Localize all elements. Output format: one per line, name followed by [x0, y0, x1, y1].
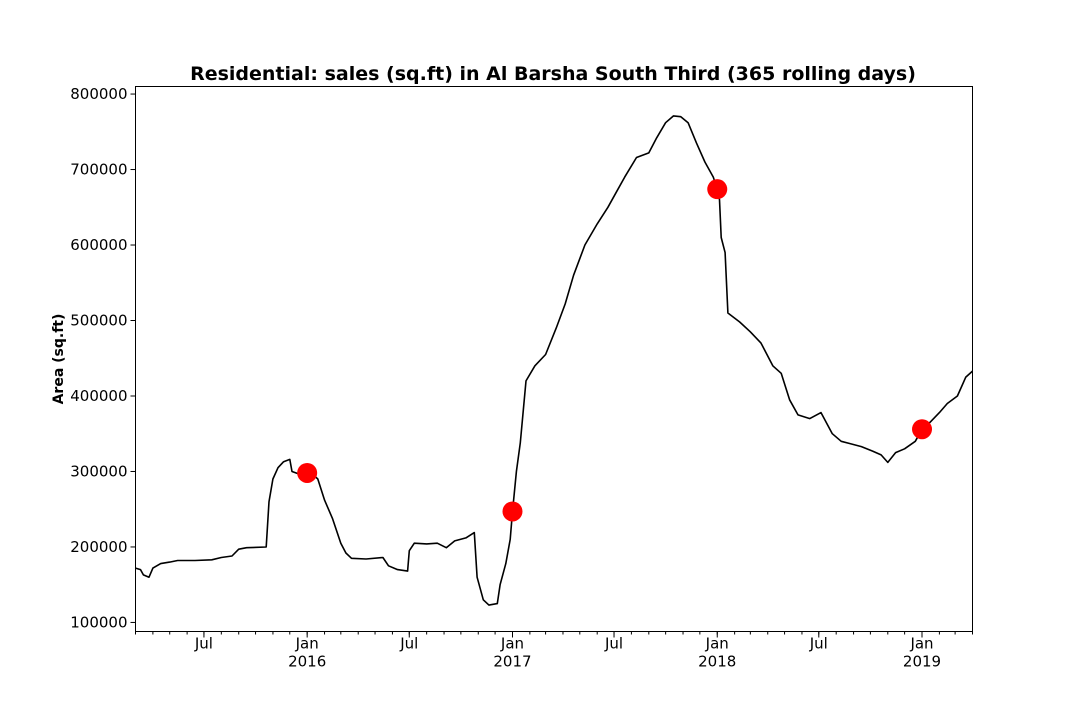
- highlight-marker: [707, 179, 728, 200]
- marker-group: [297, 179, 933, 522]
- series-group: [135, 115, 974, 606]
- x-tick-label: Jan: [295, 635, 319, 653]
- x-tick-year-label: 2019: [903, 653, 941, 671]
- y-tick-label: 800000: [70, 85, 127, 103]
- y-tick-label: 300000: [70, 462, 127, 480]
- y-axis-label: Area (sq.ft): [51, 314, 67, 405]
- x-tick-year-label: 2018: [698, 653, 736, 671]
- x-tick-year-label: 2017: [493, 653, 531, 671]
- x-tick-label: Jan: [500, 635, 524, 653]
- plot-frame: [135, 86, 973, 632]
- x-tick-label: Jul: [809, 635, 828, 653]
- series-line: [135, 115, 974, 606]
- y-axis: 100000 200000 300000 400000 500000 600000 7000…: [70, 85, 136, 631]
- chart-title: Residential: sales (sq.ft) in Al Barsha …: [190, 63, 916, 85]
- x-tick-label: Jul: [194, 635, 213, 653]
- highlight-marker: [912, 419, 933, 440]
- highlight-marker: [297, 462, 318, 483]
- x-tick-label: Jan: [909, 635, 933, 653]
- y-tick-label: 700000: [70, 161, 127, 179]
- x-tick-label: Jul: [604, 635, 623, 653]
- x-tick-label: Jan: [705, 635, 729, 653]
- y-tick-label: 600000: [70, 236, 127, 254]
- y-tick-label: 400000: [70, 387, 127, 405]
- y-tick-label: 200000: [70, 538, 127, 556]
- y-tick-label: 100000: [70, 613, 127, 631]
- highlight-marker: [502, 501, 523, 522]
- x-tick-label: Jul: [399, 635, 418, 653]
- x-tick-year-label: 2016: [288, 653, 326, 671]
- y-tick-label: 500000: [70, 312, 127, 330]
